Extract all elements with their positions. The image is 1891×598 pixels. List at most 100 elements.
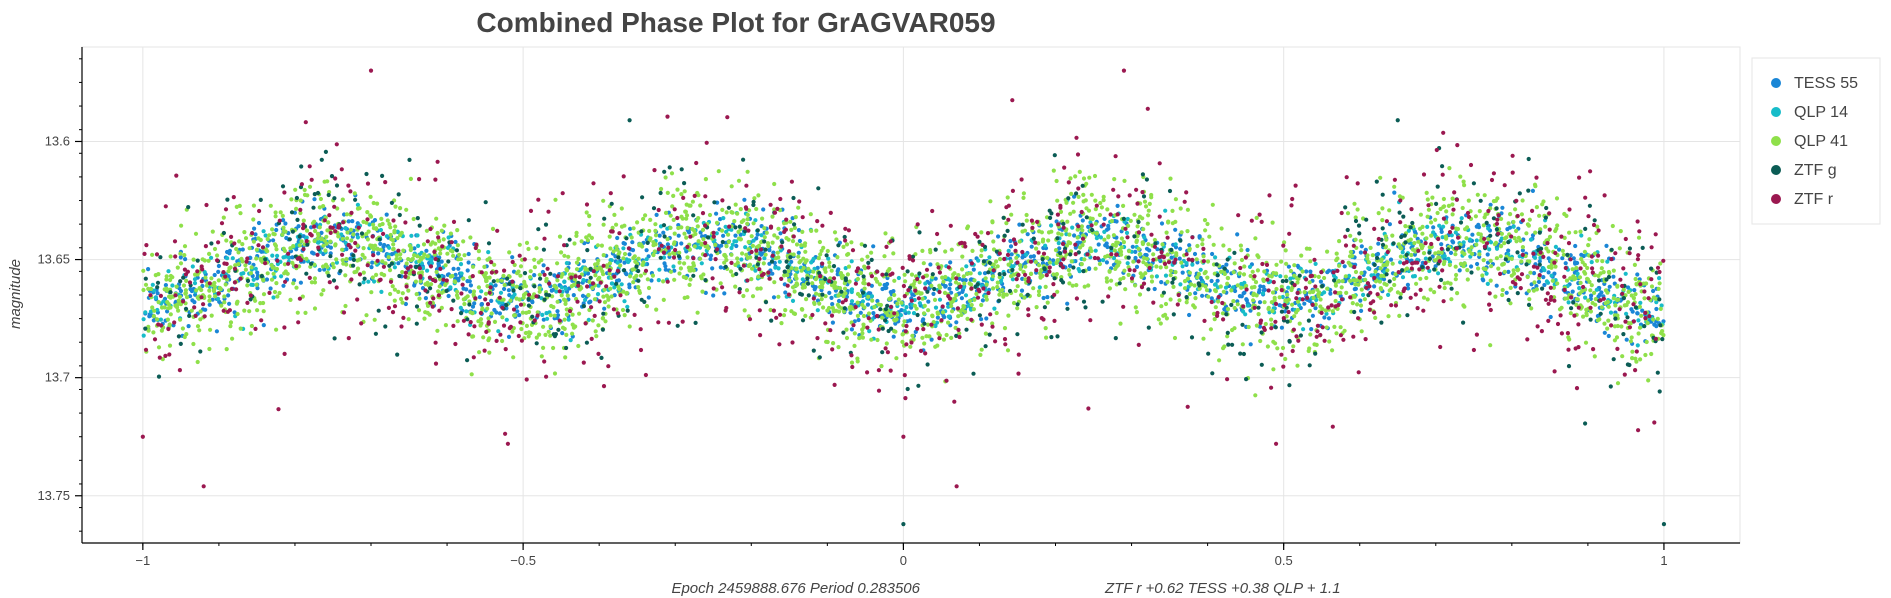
data-point	[719, 228, 725, 233]
data-point	[1141, 260, 1146, 265]
data-point	[830, 320, 836, 325]
data-point	[365, 237, 370, 242]
data-point	[175, 265, 180, 270]
data-point	[811, 269, 816, 274]
data-point	[180, 326, 185, 331]
data-point	[1362, 297, 1367, 302]
data-point	[636, 285, 641, 290]
data-point	[1462, 183, 1467, 188]
data-point	[869, 283, 875, 288]
data-point	[1193, 291, 1198, 296]
data-point	[1470, 232, 1475, 237]
data-point	[1134, 310, 1139, 315]
data-point	[506, 334, 512, 339]
data-point	[746, 263, 751, 269]
data-point	[1042, 266, 1047, 272]
data-point	[647, 228, 652, 234]
data-point	[422, 252, 427, 257]
data-point	[1173, 270, 1178, 275]
data-point	[454, 293, 460, 298]
data-point	[564, 332, 569, 337]
data-point	[1459, 216, 1464, 221]
data-point	[609, 258, 614, 263]
data-point	[313, 228, 318, 234]
data-point	[510, 329, 515, 334]
data-point	[672, 231, 677, 236]
data-point	[1118, 321, 1123, 326]
data-point	[1435, 210, 1440, 216]
data-point	[328, 245, 333, 250]
data-point	[1374, 179, 1379, 184]
data-point	[1146, 287, 1151, 292]
data-point	[804, 297, 809, 302]
data-point	[147, 314, 152, 319]
data-point	[492, 262, 497, 267]
data-point	[671, 193, 676, 198]
data-point	[782, 269, 787, 274]
data-point	[898, 313, 904, 318]
data-point	[1615, 283, 1620, 288]
data-point	[1359, 270, 1364, 276]
data-point	[570, 312, 575, 317]
data-point	[751, 238, 756, 243]
data-point	[1642, 296, 1647, 301]
data-point	[1541, 266, 1546, 271]
data-point	[148, 286, 154, 291]
data-point	[471, 289, 477, 294]
data-point	[848, 310, 853, 315]
data-point	[1112, 177, 1117, 182]
data-point	[1080, 228, 1085, 233]
data-point	[1261, 284, 1266, 289]
data-point	[341, 261, 346, 266]
data-point	[1215, 278, 1220, 283]
data-point	[708, 256, 713, 262]
data-point	[293, 187, 298, 192]
data-point	[708, 253, 714, 258]
data-point	[812, 300, 817, 305]
data-point	[1527, 297, 1532, 302]
data-point	[1055, 198, 1060, 203]
data-point	[1098, 200, 1103, 206]
data-point	[1441, 196, 1446, 202]
data-point	[151, 314, 156, 319]
data-point	[1458, 220, 1464, 225]
data-point	[935, 262, 940, 267]
data-point	[470, 311, 475, 316]
data-point	[661, 297, 666, 302]
data-point	[495, 278, 500, 283]
data-point	[1163, 273, 1169, 278]
data-point	[906, 310, 911, 315]
data-point	[745, 221, 750, 226]
data-point	[593, 273, 598, 278]
data-point	[1326, 268, 1332, 273]
data-point	[1526, 188, 1531, 193]
data-point	[785, 273, 790, 278]
data-point	[917, 271, 922, 276]
data-point	[1241, 272, 1247, 277]
data-point	[672, 240, 677, 245]
data-point	[480, 307, 485, 312]
data-point	[1581, 314, 1586, 319]
data-point	[1476, 222, 1481, 227]
data-point	[537, 332, 542, 337]
data-point	[1034, 246, 1039, 251]
data-point	[1611, 268, 1616, 273]
data-point	[372, 317, 377, 322]
data-point	[1125, 216, 1130, 222]
data-point	[716, 169, 721, 174]
data-point	[769, 318, 774, 323]
data-point	[824, 339, 829, 344]
data-point	[862, 286, 867, 291]
data-point	[485, 306, 490, 311]
data-point	[1614, 335, 1620, 340]
data-point	[1429, 233, 1434, 238]
data-point	[581, 304, 587, 309]
data-point	[887, 267, 892, 272]
data-point	[823, 269, 828, 274]
data-point	[1248, 342, 1253, 347]
data-point	[621, 256, 626, 261]
data-point	[268, 203, 273, 208]
data-point	[1534, 287, 1539, 292]
data-point	[964, 264, 969, 269]
